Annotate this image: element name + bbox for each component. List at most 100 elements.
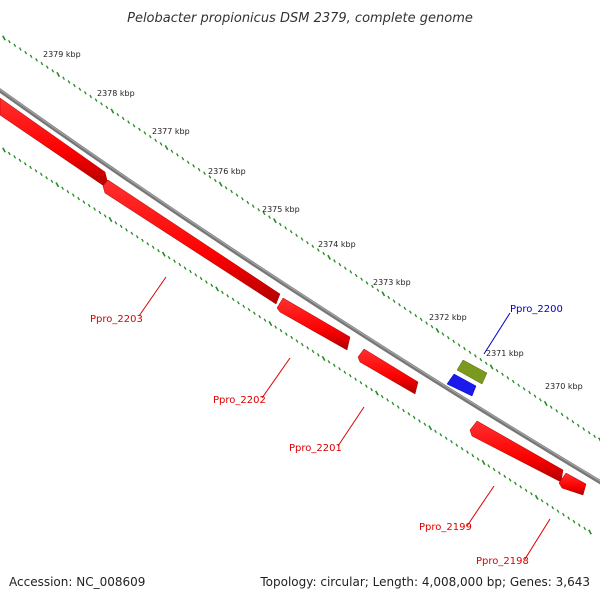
inner-track-minor-tick [466, 450, 469, 454]
outer-track-minor-tick [295, 233, 298, 238]
inner-track-minor-tick [354, 377, 357, 381]
outer-track-major-tick [327, 254, 332, 260]
inner-track-minor-tick [460, 446, 464, 451]
inner-track-minor-tick [567, 516, 571, 520]
inner-tick-track [2, 147, 592, 535]
gene-label-ppro-2200[interactable]: Ppro_2200 [510, 304, 563, 315]
outer-track-minor-tick [235, 193, 239, 197]
outer-track-major-tick [164, 145, 169, 151]
outer-track-minor-tick [94, 98, 98, 102]
inner-track-major-tick [161, 251, 166, 257]
inner-track-minor-tick [141, 238, 144, 243]
gene-arrow-ppro-2200[interactable] [446, 373, 477, 397]
outer-track-minor-tick [73, 83, 76, 88]
inner-track-minor-tick [98, 210, 102, 215]
inner-track-minor-tick [316, 353, 320, 357]
outer-track-major-tick [489, 364, 494, 370]
gene-arrow-ppro-2203[interactable] [102, 179, 281, 305]
outer-track-minor-tick [387, 295, 391, 300]
outer-track-minor-tick [522, 387, 526, 391]
outer-track-minor-tick [457, 343, 461, 347]
inner-track-minor-tick [29, 165, 32, 170]
inner-track-minor-tick [284, 332, 288, 336]
inner-track-major-tick [534, 494, 539, 500]
inner-track-minor-tick [194, 273, 198, 277]
inner-track-minor-tick [45, 176, 48, 180]
outer-track-minor-tick [398, 303, 401, 307]
outer-track-minor-tick [316, 248, 320, 252]
gene-label-ppro-2203[interactable]: Ppro_2203 [90, 314, 143, 325]
outer-track-minor-tick [441, 332, 445, 336]
inner-track-minor-tick [221, 290, 224, 295]
outer-track-minor-tick [430, 324, 434, 329]
outer-track-minor-tick [45, 65, 49, 69]
outer-track-minor-tick [371, 284, 374, 289]
gene-label-ppro-2202[interactable]: Ppro_2202 [213, 395, 266, 406]
outer-track-minor-tick [35, 58, 38, 62]
leader-line-ppro-2198 [524, 518, 551, 560]
inner-track-minor-tick [205, 280, 208, 284]
gene-arrow-ppro-2198[interactable] [558, 472, 587, 496]
gene-labels: Ppro_2203 Ppro_2202 Ppro_2201 Ppro_2200 … [90, 304, 563, 567]
inner-track-minor-tick [77, 196, 80, 201]
inner-track-minor-tick [444, 436, 448, 440]
outer-track-minor-tick [154, 138, 158, 143]
kbp-label-2377: 2377 kbp [152, 127, 190, 136]
inner-track-minor-tick [173, 259, 176, 263]
feature-block-green[interactable] [456, 359, 488, 385]
inner-track-minor-tick [402, 408, 405, 413]
outer-track-minor-tick [479, 357, 483, 362]
outer-track-minor-tick [533, 394, 537, 398]
outer-track-minor-tick [143, 131, 147, 135]
outer-track-minor-tick [67, 80, 71, 84]
outer-track-minor-tick [121, 116, 125, 121]
inner-track-major-tick [481, 459, 486, 466]
outer-track-minor-tick [452, 339, 456, 344]
inner-track-minor-tick [524, 488, 528, 493]
inner-track-minor-tick [7, 151, 11, 156]
outer-track-minor-tick [116, 112, 120, 117]
gene-arrow-ppro-2202[interactable] [276, 297, 351, 351]
gene-arrow-ppro-2201[interactable] [357, 348, 419, 395]
outer-track-major-tick [272, 218, 277, 224]
inner-track-minor-tick [380, 394, 384, 399]
inner-track-minor-tick [39, 172, 43, 177]
inner-track-minor-tick [71, 193, 75, 197]
outer-track-minor-tick [560, 412, 564, 417]
outer-track-minor-tick [268, 215, 271, 219]
outer-track-minor-tick [262, 211, 266, 216]
outer-track-minor-tick [78, 87, 82, 91]
outer-track-minor-tick [89, 94, 93, 99]
outer-track-minor-tick [474, 354, 477, 358]
inner-track-minor-tick [114, 221, 118, 225]
inner-track-minor-tick [226, 294, 230, 298]
kbp-label-2378: 2378 kbp [97, 89, 135, 98]
inner-track-minor-tick [253, 311, 256, 315]
inner-track-minor-tick [450, 439, 453, 444]
gene-arrow-ppro-2203-part1[interactable] [0, 97, 109, 187]
outer-track-major-tick [543, 400, 548, 407]
outer-track-minor-tick [484, 361, 488, 366]
inner-track-minor-tick [562, 512, 565, 517]
kbp-label-2375: 2375 kbp [262, 205, 300, 214]
outer-track-major-tick [218, 181, 223, 187]
gene-label-ppro-2199[interactable]: Ppro_2199 [419, 522, 472, 533]
inner-track-major-tick [374, 390, 379, 396]
outer-track-minor-tick [468, 350, 472, 355]
gene-arrow-ppro-2199[interactable] [469, 420, 564, 483]
gene-label-ppro-2201[interactable]: Ppro_2201 [289, 443, 342, 454]
inner-track-minor-tick [93, 207, 96, 211]
outer-track-minor-tick [51, 69, 55, 73]
inner-track-minor-tick [396, 405, 400, 409]
outer-track-minor-tick [8, 39, 11, 44]
inner-track-minor-tick [279, 328, 283, 333]
inner-track-minor-tick [551, 505, 555, 510]
leader-line-ppro-2199 [466, 485, 495, 527]
inner-track-minor-tick [210, 283, 214, 288]
inner-track-minor-tick [407, 412, 411, 416]
leader-line-ppro-2201 [337, 406, 365, 447]
gene-label-ppro-2198[interactable]: Ppro_2198 [476, 556, 529, 567]
leader-line-ppro-2200 [483, 312, 511, 355]
outer-track-minor-tick [414, 313, 418, 318]
outer-track-minor-tick [425, 321, 428, 325]
